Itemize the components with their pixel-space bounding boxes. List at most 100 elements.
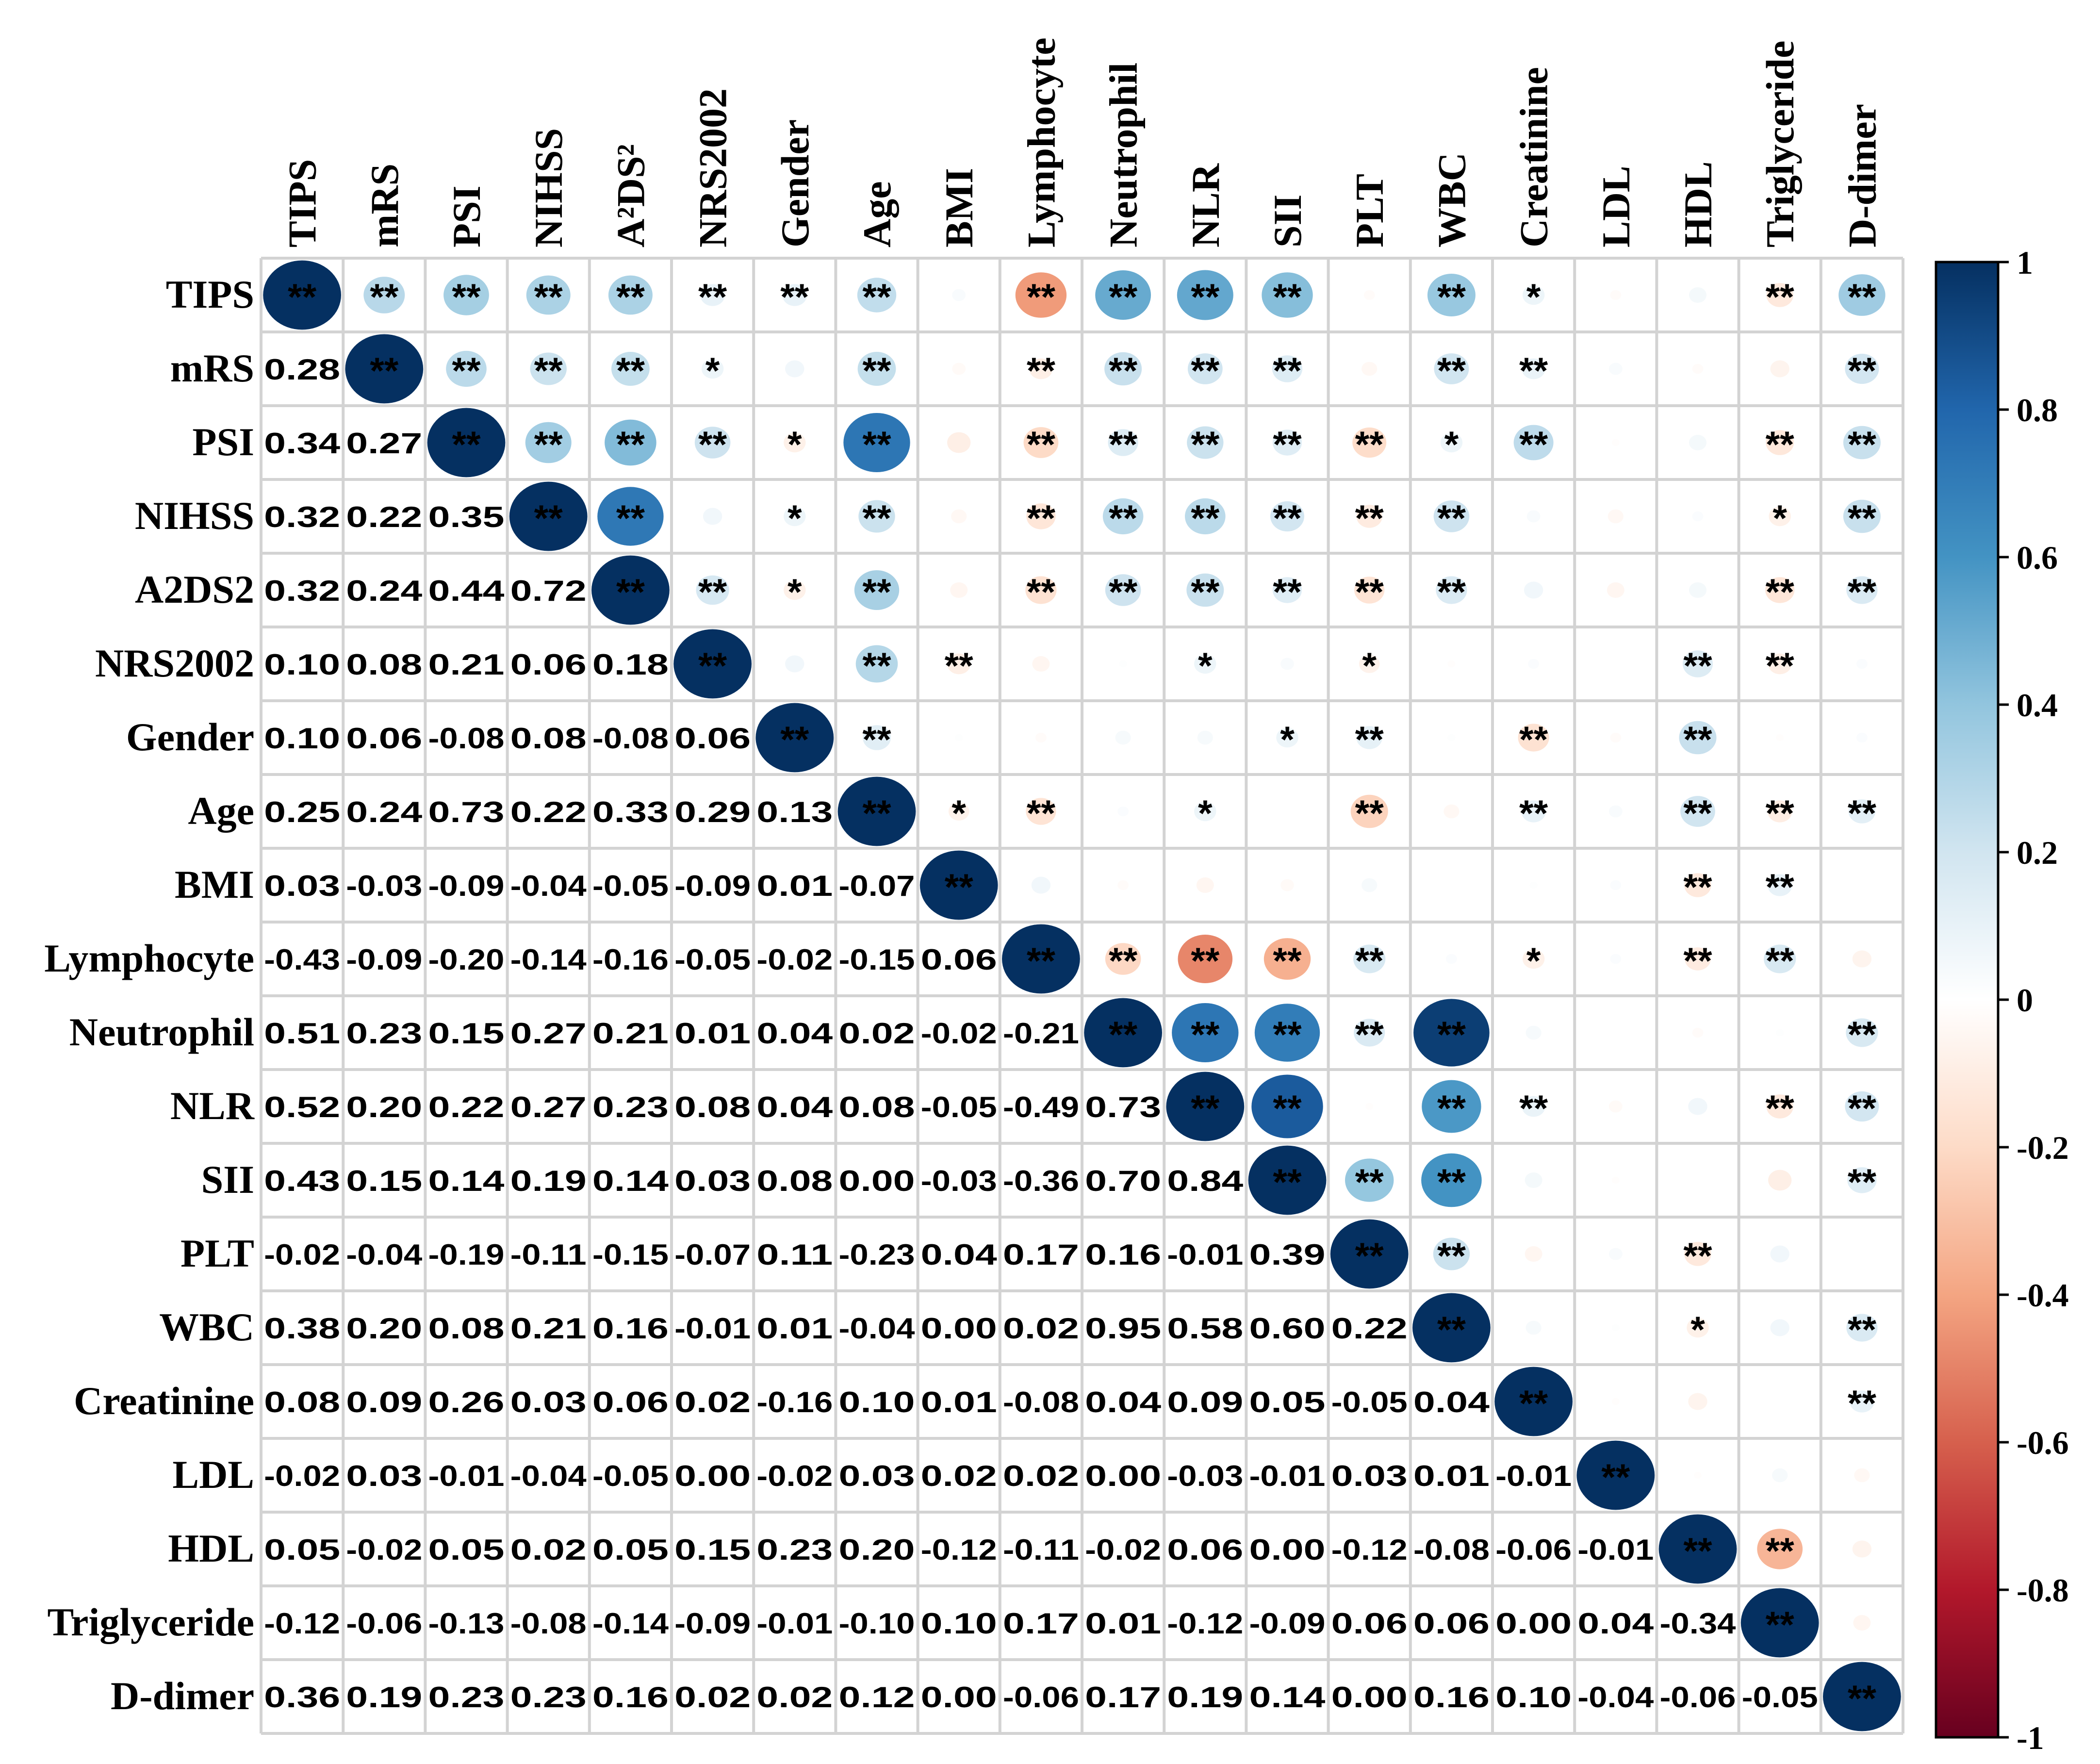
corr-value-label: -0.43 — [264, 943, 340, 976]
corr-ellipse — [1350, 794, 1388, 828]
corr-value-label: -0.14 — [510, 943, 587, 976]
corr-ellipse — [1768, 1170, 1792, 1191]
corr-value-label: 0.18 — [592, 648, 669, 681]
corr-ellipse — [526, 275, 571, 315]
corr-value-label: -0.01 — [1577, 1533, 1654, 1566]
corr-ellipse — [1766, 430, 1794, 455]
colorbar-tick-label: -1 — [2017, 1719, 2044, 1756]
corr-ellipse — [1272, 577, 1302, 603]
corr-value-label: -0.09 — [674, 1607, 751, 1640]
corr-ellipse — [1031, 876, 1051, 894]
row-label: WBC — [159, 1305, 254, 1349]
corr-value-label: -0.13 — [428, 1607, 505, 1640]
significance-mark: * — [788, 572, 802, 613]
corr-value-label: -0.16 — [756, 1386, 833, 1418]
corr-value-label: 0.35 — [428, 501, 505, 533]
corr-value-label: 0.00 — [674, 1460, 751, 1492]
corr-ellipse — [1015, 272, 1067, 318]
colorbar-tick-label: 1 — [2017, 244, 2033, 281]
corr-value-label: -0.09 — [346, 943, 422, 976]
significance-mark: ** — [1766, 1604, 1795, 1646]
significance-mark: ** — [534, 498, 563, 539]
significance-mark: ** — [862, 350, 891, 392]
row-label: Neutrophil — [69, 1010, 254, 1054]
corr-value-label: 0.00 — [1331, 1681, 1408, 1714]
significance-mark: * — [1362, 645, 1377, 687]
corr-ellipse — [952, 363, 966, 375]
column-label: Age — [855, 181, 899, 247]
row-label: BMI — [175, 862, 254, 907]
significance-mark: ** — [1848, 277, 1877, 318]
corr-ellipse — [855, 645, 898, 683]
corr-ellipse — [1032, 656, 1050, 672]
corr-ellipse — [1254, 1004, 1320, 1062]
corr-ellipse — [1765, 577, 1795, 603]
significance-mark: ** — [1355, 940, 1384, 982]
corr-value-label: 0.04 — [1577, 1607, 1654, 1640]
corr-value-label: -0.05 — [1331, 1386, 1408, 1418]
corr-value-label: -0.05 — [592, 1460, 669, 1492]
corr-value-label: 0.72 — [510, 575, 587, 607]
significance-mark: ** — [1848, 1383, 1877, 1424]
corr-value-label: 0.23 — [346, 1017, 422, 1050]
row-label: Age — [188, 789, 254, 833]
significance-mark: ** — [1848, 1088, 1877, 1129]
row-label: HDL — [168, 1526, 254, 1570]
significance-mark: ** — [1683, 793, 1712, 834]
corr-ellipse — [1115, 730, 1131, 745]
significance-mark: ** — [862, 498, 891, 539]
corr-value-label: -0.02 — [756, 1460, 833, 1492]
corr-ellipse — [1685, 947, 1711, 971]
corr-ellipse — [1187, 426, 1224, 459]
corr-ellipse — [1843, 499, 1881, 533]
corr-value-label: 0.02 — [1003, 1460, 1079, 1492]
corr-value-label: 0.08 — [346, 648, 422, 681]
corr-ellipse — [1359, 655, 1380, 673]
significance-mark: ** — [1519, 350, 1548, 392]
corr-ellipse — [1767, 874, 1792, 896]
corr-ellipse — [1611, 439, 1620, 446]
corr-ellipse — [1262, 272, 1313, 318]
colorbar-tick-label: 0.2 — [2017, 834, 2058, 871]
significance-mark: ** — [1355, 1162, 1384, 1203]
significance-mark: ** — [1848, 350, 1877, 392]
corr-ellipse — [1287, 811, 1288, 812]
corr-ellipse — [1689, 435, 1706, 450]
corr-ellipse — [1680, 796, 1715, 827]
significance-mark: ** — [1273, 424, 1302, 465]
significance-mark: ** — [1191, 424, 1220, 465]
corr-value-label: 0.19 — [510, 1165, 587, 1197]
corr-value-label: -0.01 — [674, 1312, 751, 1345]
corr-ellipse — [1026, 798, 1056, 825]
corr-value-label: 0.24 — [346, 796, 423, 828]
corr-value-label: 0.08 — [839, 1091, 915, 1123]
corr-value-label: -0.12 — [921, 1533, 997, 1566]
corr-ellipse — [1026, 503, 1056, 529]
significance-mark: ** — [862, 572, 891, 613]
corr-ellipse — [1330, 1219, 1409, 1289]
significance-mark: * — [1690, 1309, 1705, 1351]
column-label: NLR — [1183, 163, 1228, 247]
corr-value-label: -0.04 — [510, 1460, 587, 1492]
corr-value-label: 0.01 — [756, 870, 833, 902]
corr-value-label: 0.02 — [839, 1017, 915, 1050]
corr-ellipse — [1436, 576, 1467, 604]
significance-mark: ** — [616, 498, 645, 539]
corr-value-label: 0.10 — [264, 648, 340, 681]
significance-mark: * — [1526, 277, 1541, 318]
corr-ellipse — [1611, 1398, 1620, 1405]
significance-mark: * — [1526, 940, 1541, 982]
corr-ellipse — [1363, 290, 1375, 300]
significance-mark: ** — [1437, 277, 1466, 318]
corr-value-label: 0.22 — [510, 796, 587, 828]
corr-value-label: -0.04 — [510, 870, 587, 902]
corr-value-label: 0.14 — [592, 1165, 669, 1197]
corr-ellipse — [1770, 360, 1789, 378]
corr-ellipse — [1767, 800, 1792, 823]
corr-ellipse — [1117, 880, 1129, 890]
corr-ellipse — [1440, 432, 1463, 453]
corr-value-label: 0.03 — [1331, 1460, 1408, 1492]
row-label: PSI — [192, 420, 254, 464]
corr-value-label: 0.01 — [756, 1312, 833, 1345]
significance-mark: * — [1198, 793, 1213, 834]
